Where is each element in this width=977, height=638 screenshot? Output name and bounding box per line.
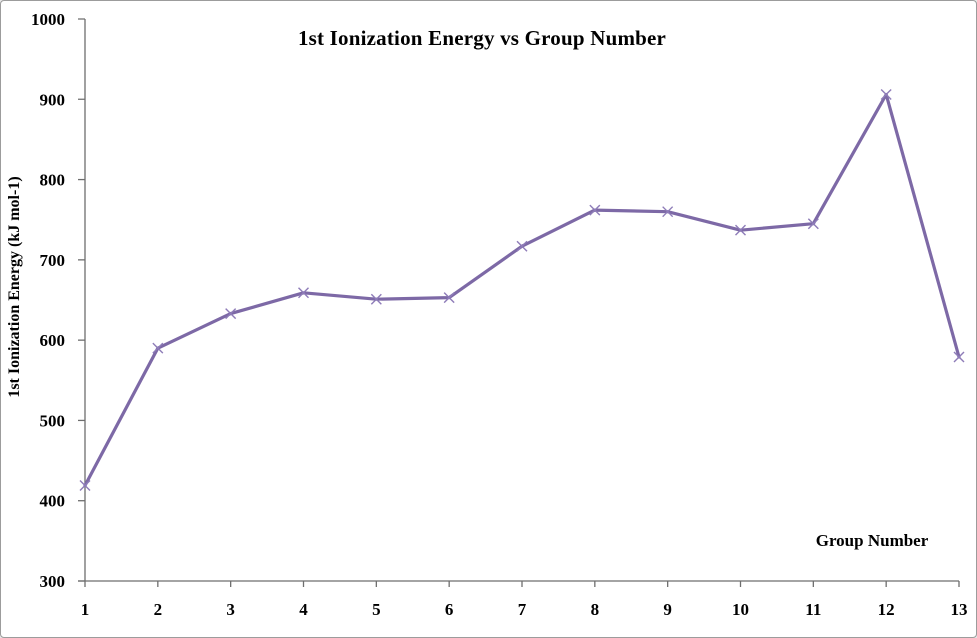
x-tick-label: 13 xyxy=(951,600,968,619)
y-tick-label: 700 xyxy=(40,251,66,270)
data-point-marker xyxy=(807,218,819,230)
data-point-marker xyxy=(152,342,164,354)
x-tick-label: 6 xyxy=(445,600,454,619)
y-tick-label: 300 xyxy=(40,572,66,591)
data-point-marker xyxy=(443,292,455,304)
x-tick-label: 8 xyxy=(591,600,600,619)
x-tick-label: 1 xyxy=(81,600,90,619)
y-tick-label: 600 xyxy=(40,331,66,350)
data-point-marker xyxy=(516,240,528,252)
x-tick-label: 4 xyxy=(299,600,308,619)
x-tick-label: 10 xyxy=(732,600,749,619)
y-tick-label: 400 xyxy=(40,492,66,511)
data-point-marker xyxy=(225,308,237,320)
data-point-marker xyxy=(880,88,892,100)
x-tick-label: 3 xyxy=(226,600,235,619)
x-tick-label: 9 xyxy=(663,600,672,619)
data-point-marker xyxy=(662,206,674,218)
series-line xyxy=(83,92,961,488)
chart-title: 1st Ionization Energy vs Group Number xyxy=(297,26,667,50)
data-point-marker xyxy=(370,293,382,305)
x-tick-label: 11 xyxy=(805,600,821,619)
data-point-marker xyxy=(298,287,309,299)
x-axis-title: Group Number xyxy=(815,531,929,550)
data-point-marker xyxy=(79,479,91,491)
x-tick-label: 2 xyxy=(154,600,163,619)
y-tick-label: 500 xyxy=(40,411,66,430)
y-tick-label: 1000 xyxy=(31,10,65,29)
data-point-marker xyxy=(735,224,746,236)
x-tick-label: 12 xyxy=(878,600,895,619)
y-tick-label: 900 xyxy=(40,90,66,109)
x-tick-label: 7 xyxy=(518,600,527,619)
data-point-marker xyxy=(953,351,965,363)
data-point-marker xyxy=(589,204,601,216)
x-tick-label: 5 xyxy=(372,600,381,619)
y-tick-label: 800 xyxy=(40,171,66,190)
